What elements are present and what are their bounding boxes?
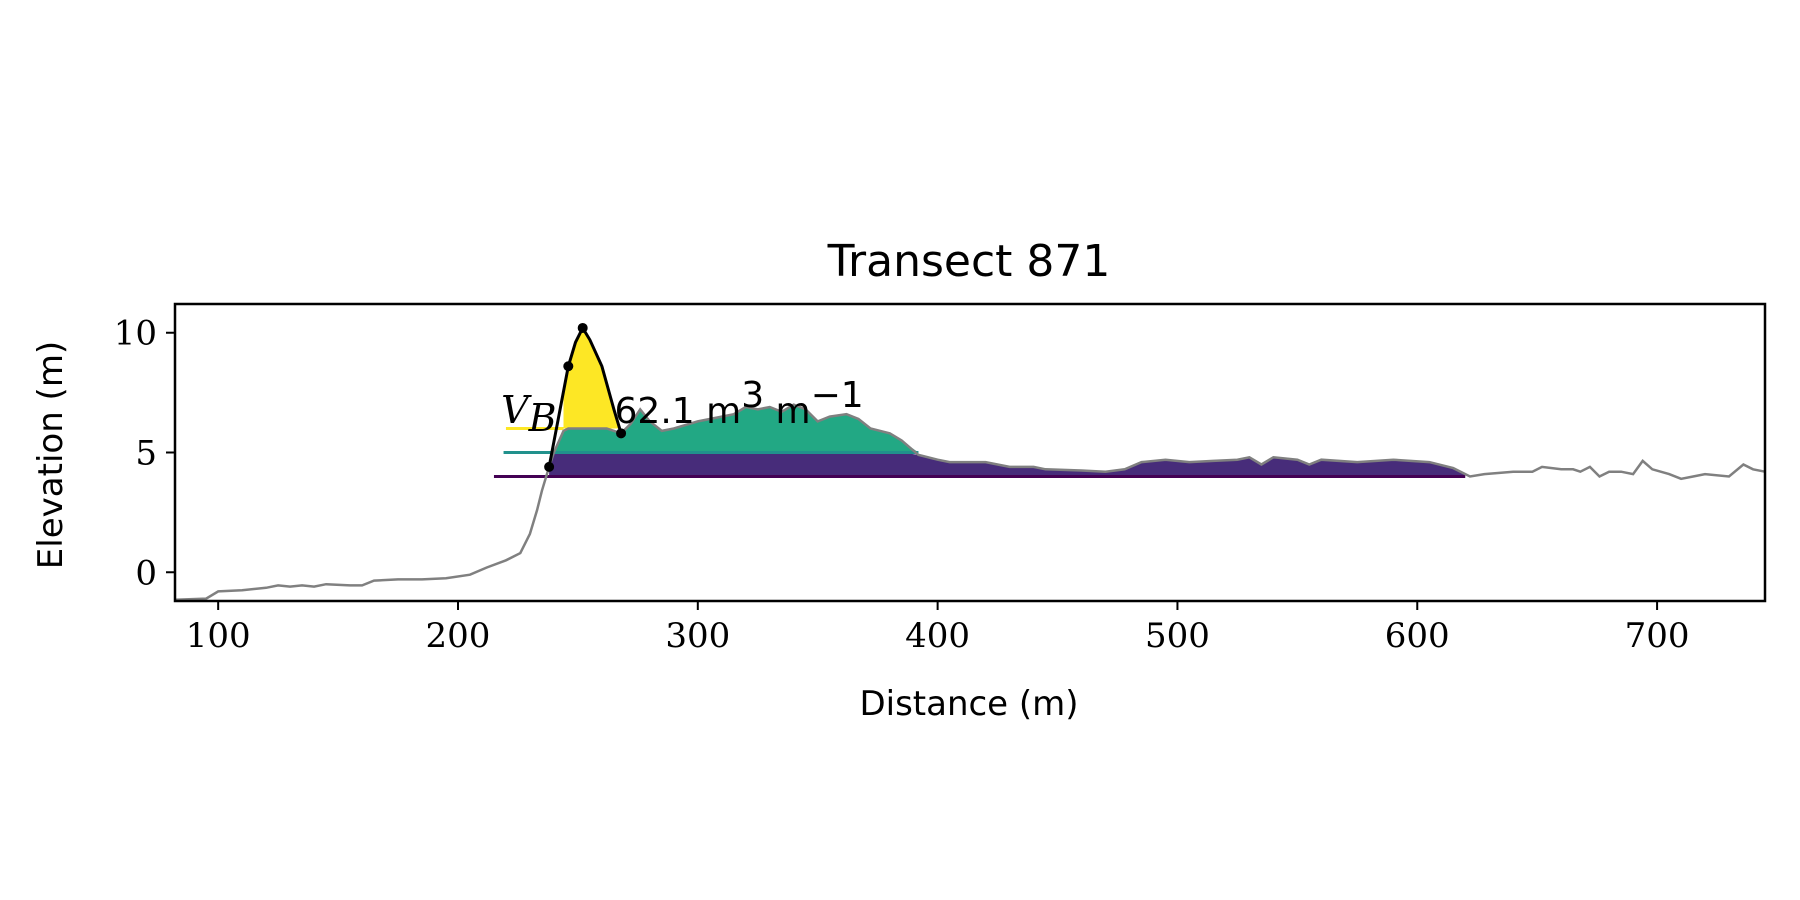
y-axis-label: Elevation (m) [31, 341, 71, 569]
y-tick-label: 0 [135, 553, 157, 593]
x-tick-label: 700 [1625, 616, 1690, 656]
volume-annotation: VB 62.1 m3 m−1 [501, 375, 864, 440]
x-tick-label: 300 [665, 616, 730, 656]
fill-layer-1 [549, 452, 1466, 477]
x-tick-label: 600 [1385, 616, 1450, 656]
x-tick-label: 400 [905, 616, 970, 656]
annotation-symbol: V [501, 388, 532, 432]
annotation-superscript-2: −1 [811, 375, 864, 416]
dune-marker-1 [544, 461, 555, 472]
y-tick-label: 10 [114, 314, 157, 354]
annotation-subscript: B [528, 396, 557, 440]
plot-frame [173, 302, 1767, 603]
dune-marker-2 [563, 361, 574, 372]
annotation-unit-2: m [764, 391, 811, 432]
annotation-superscript-1: 3 [741, 375, 764, 416]
dune-marker-4 [616, 428, 627, 439]
annotation-value: 62.1 m [615, 391, 742, 432]
x-axis-label: Distance (m) [859, 684, 1078, 724]
y-tick-label: 5 [135, 434, 157, 474]
x-tick-label: 100 [186, 616, 251, 656]
fill-layer-3 [563, 328, 622, 429]
chart-title: Transect 871 [827, 236, 1111, 287]
x-tick-label: 200 [426, 616, 491, 656]
profile-line [174, 403, 1766, 602]
x-tick-label: 500 [1145, 616, 1210, 656]
dune-marker-3 [577, 322, 588, 333]
plot-area: VB 62.1 m3 m−1 100 200 300 400 500 600 700 0 5 10 [114, 302, 1767, 656]
